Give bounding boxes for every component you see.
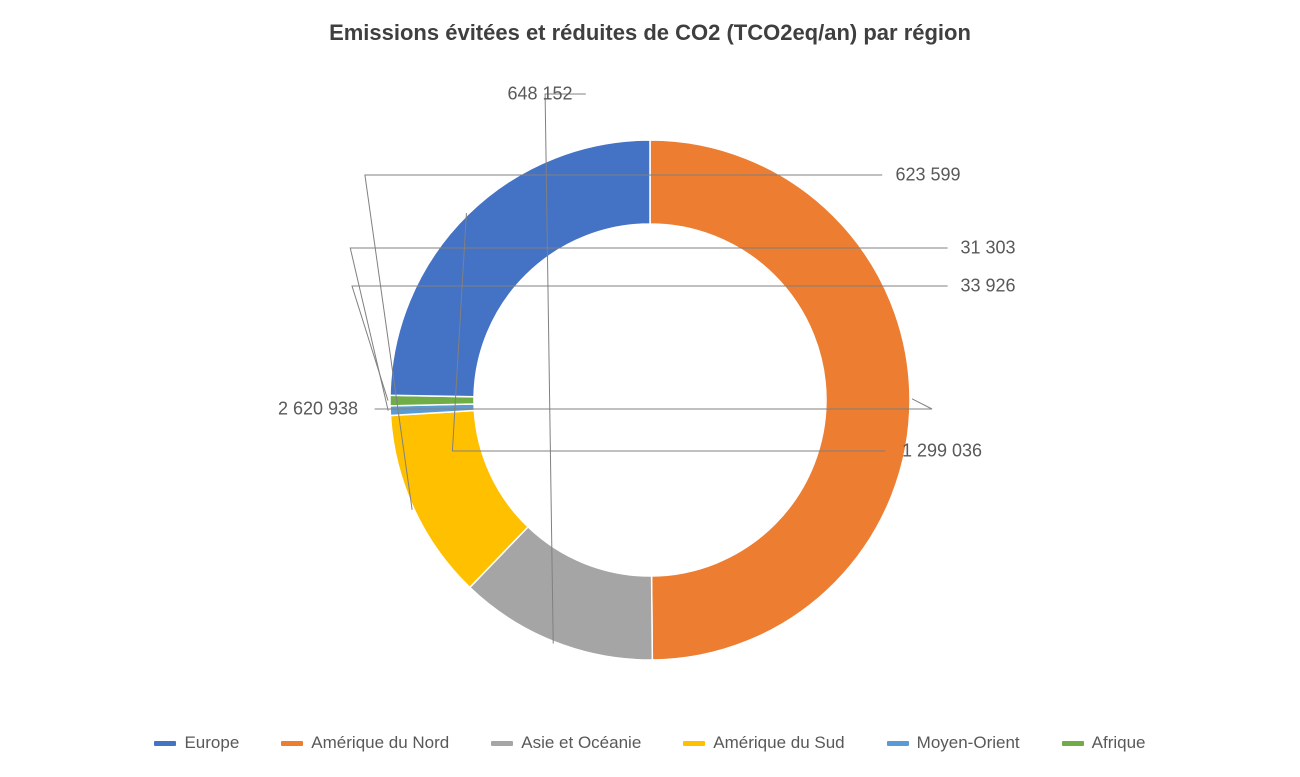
legend: Europe Amérique du Nord Asie et Océanie Amé…: [0, 733, 1300, 753]
legend-label: Afrique: [1092, 733, 1146, 753]
legend-swatch: [281, 741, 303, 746]
legend-item: Afrique: [1062, 733, 1146, 753]
legend-label: Asie et Océanie: [521, 733, 641, 753]
legend-item: Asie et Océanie: [491, 733, 641, 753]
legend-swatch: [1062, 741, 1084, 746]
legend-label: Europe: [184, 733, 239, 753]
donut-slice: [390, 140, 650, 397]
legend-item: Moyen-Orient: [887, 733, 1020, 753]
legend-swatch: [887, 741, 909, 746]
legend-label: Moyen-Orient: [917, 733, 1020, 753]
legend-swatch: [491, 741, 513, 746]
legend-swatch: [154, 741, 176, 746]
data-label: 31 303: [960, 238, 1015, 259]
legend-item: Amérique du Nord: [281, 733, 449, 753]
data-label: 1 299 036: [902, 441, 982, 462]
legend-item: Europe: [154, 733, 239, 753]
data-label: 2 620 938: [278, 399, 358, 420]
legend-swatch: [683, 741, 705, 746]
legend-label: Amérique du Nord: [311, 733, 449, 753]
chart-container: Emissions évitées et réduites de CO2 (TC…: [0, 0, 1300, 777]
legend-item: Amérique du Sud: [683, 733, 844, 753]
data-label: 648 152: [507, 84, 572, 105]
legend-label: Amérique du Sud: [713, 733, 844, 753]
donut-chart: [0, 0, 1300, 777]
donut-slice: [650, 140, 910, 660]
data-label: 623 599: [895, 165, 960, 186]
data-label: 33 926: [960, 276, 1015, 297]
